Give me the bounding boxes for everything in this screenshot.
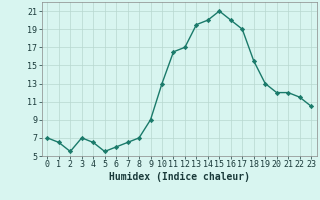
X-axis label: Humidex (Indice chaleur): Humidex (Indice chaleur) <box>109 172 250 182</box>
